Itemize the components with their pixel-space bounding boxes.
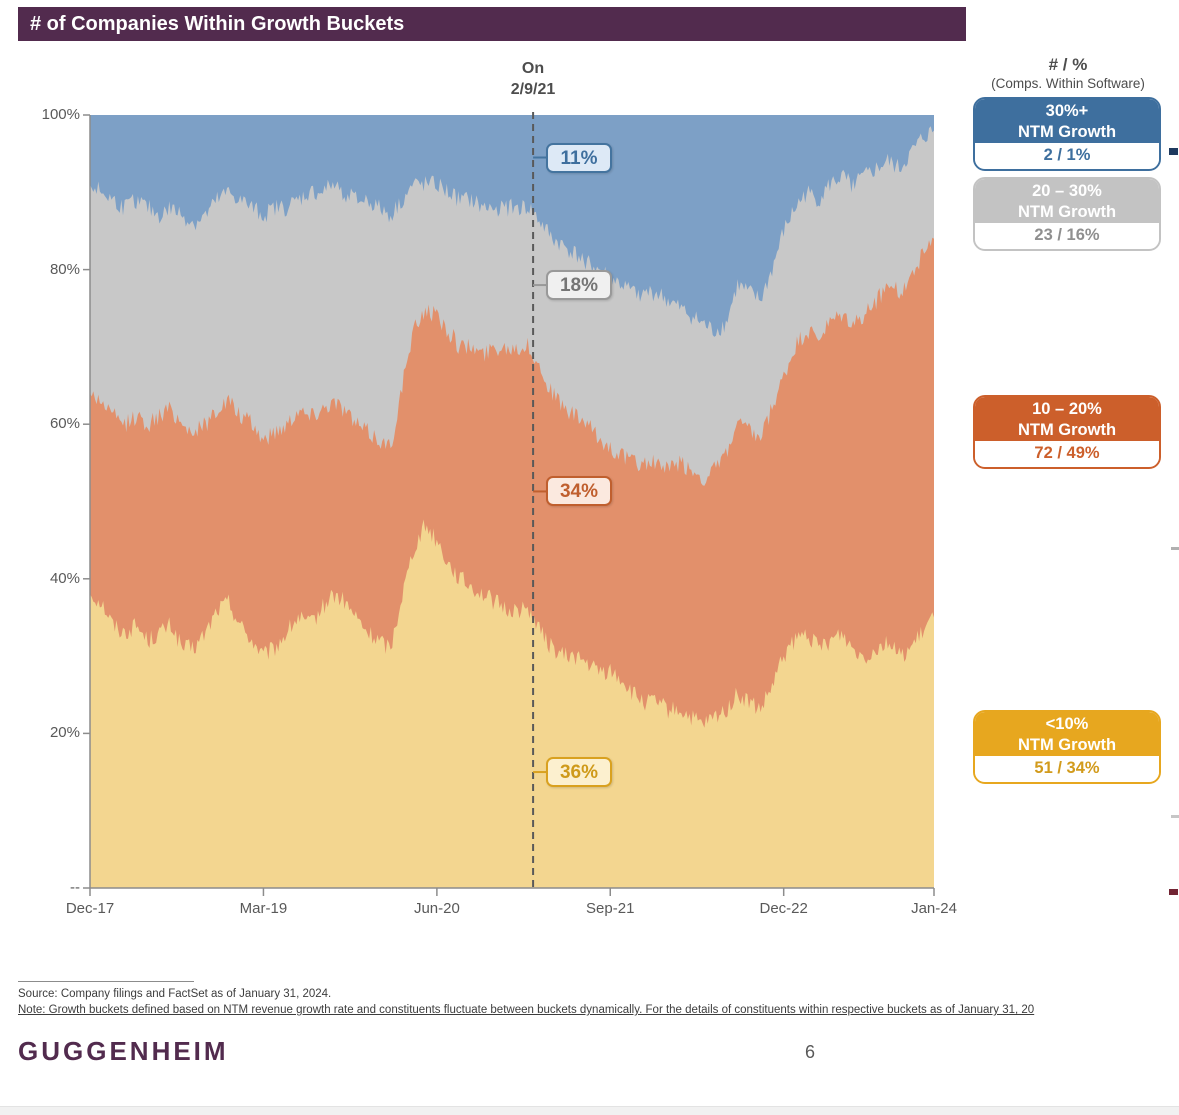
legend-item-20-30: 20 – 30% NTM Growth 23 / 16%	[973, 177, 1161, 251]
footnote-divider	[18, 981, 194, 982]
legend-item-under10-value: 51 / 34%	[975, 756, 1159, 781]
legend-item-under10-label: NTM Growth	[1017, 736, 1117, 754]
right-edge-artifact-gray2	[1171, 815, 1179, 818]
x-axis-label: Jun-20	[413, 900, 460, 917]
x-axis-label: Dec-22	[759, 900, 808, 917]
legend-item-20-30-value: 23 / 16%	[975, 223, 1159, 248]
legend-item-10-20-header: 10 – 20% NTM Growth	[975, 397, 1159, 441]
legend-item-30plus-value: 2 / 1%	[975, 143, 1159, 168]
legend-item-20-30-range: 20 – 30%	[1032, 182, 1102, 200]
legend-item-30plus-label: NTM Growth	[1017, 123, 1117, 141]
y-axis-label: 100%	[41, 106, 80, 123]
x-axis-label: Dec-17	[65, 900, 115, 917]
legend-item-30plus-range: 30%+	[1045, 102, 1089, 120]
right-edge-artifact-navy	[1169, 148, 1178, 155]
y-axis-label: 80%	[49, 260, 80, 278]
y-axis-label: --	[70, 879, 80, 896]
legend-item-10-20-value: 72 / 49%	[975, 441, 1159, 466]
guggenheim-logo: GUGGENHEIM	[18, 1036, 229, 1066]
page-title: # of Companies Within Growth Buckets	[18, 7, 966, 41]
legend-item-10-20: 10 – 20% NTM Growth 72 / 49%	[973, 395, 1161, 469]
legend-header-sub: (Comps. Within Software)	[991, 76, 1145, 91]
annotation-line2: 2/9/21	[510, 81, 556, 98]
annotation-date-label: On 2/9/21	[463, 58, 603, 100]
x-axis-label: Sep-21	[586, 900, 635, 917]
y-axis-label: 20%	[49, 724, 80, 742]
next-slide-edge	[0, 1106, 1179, 1115]
x-axis-label: Jan-24	[911, 900, 957, 917]
legend-item-30plus: 30%+ NTM Growth 2 / 1%	[973, 97, 1161, 171]
page-number: 6	[804, 1042, 815, 1062]
legend-header-main: # / %	[1048, 55, 1088, 74]
annotation-line1: On	[521, 60, 545, 77]
legend-item-20-30-header: 20 – 30% NTM Growth	[975, 179, 1159, 223]
x-axis-label: Mar-19	[239, 900, 288, 917]
area-<10% NTM Growth	[90, 519, 934, 888]
legend-item-under10-range: <10%	[1045, 715, 1089, 733]
legend-item-10-20-label: NTM Growth	[1017, 421, 1117, 439]
callout-30plus-pct: 11%	[546, 142, 612, 173]
right-edge-artifact-maroon	[1169, 889, 1178, 895]
legend-item-10-20-range: 10 – 20%	[1032, 400, 1102, 418]
callout-10-20-pct: 34%	[546, 476, 612, 507]
right-edge-artifact-gray1	[1171, 547, 1179, 550]
callout-under10-pct: 36%	[546, 757, 612, 788]
source-text: Source: Company filings and FactSet as o…	[18, 988, 332, 1000]
legend-header: # / % (Comps. Within Software)	[968, 55, 1168, 92]
y-axis-label: 40%	[49, 569, 80, 587]
legend-item-20-30-label: NTM Growth	[1017, 203, 1117, 221]
note-text: Note: Growth buckets defined based on NT…	[18, 1004, 1035, 1016]
callout-20-30-pct: 18%	[546, 270, 612, 301]
legend-item-under10-header: <10% NTM Growth	[975, 712, 1159, 756]
y-axis-label: 60%	[49, 415, 80, 433]
legend-item-under10: <10% NTM Growth 51 / 34%	[973, 710, 1161, 784]
legend-item-30plus-header: 30%+ NTM Growth	[975, 99, 1159, 143]
